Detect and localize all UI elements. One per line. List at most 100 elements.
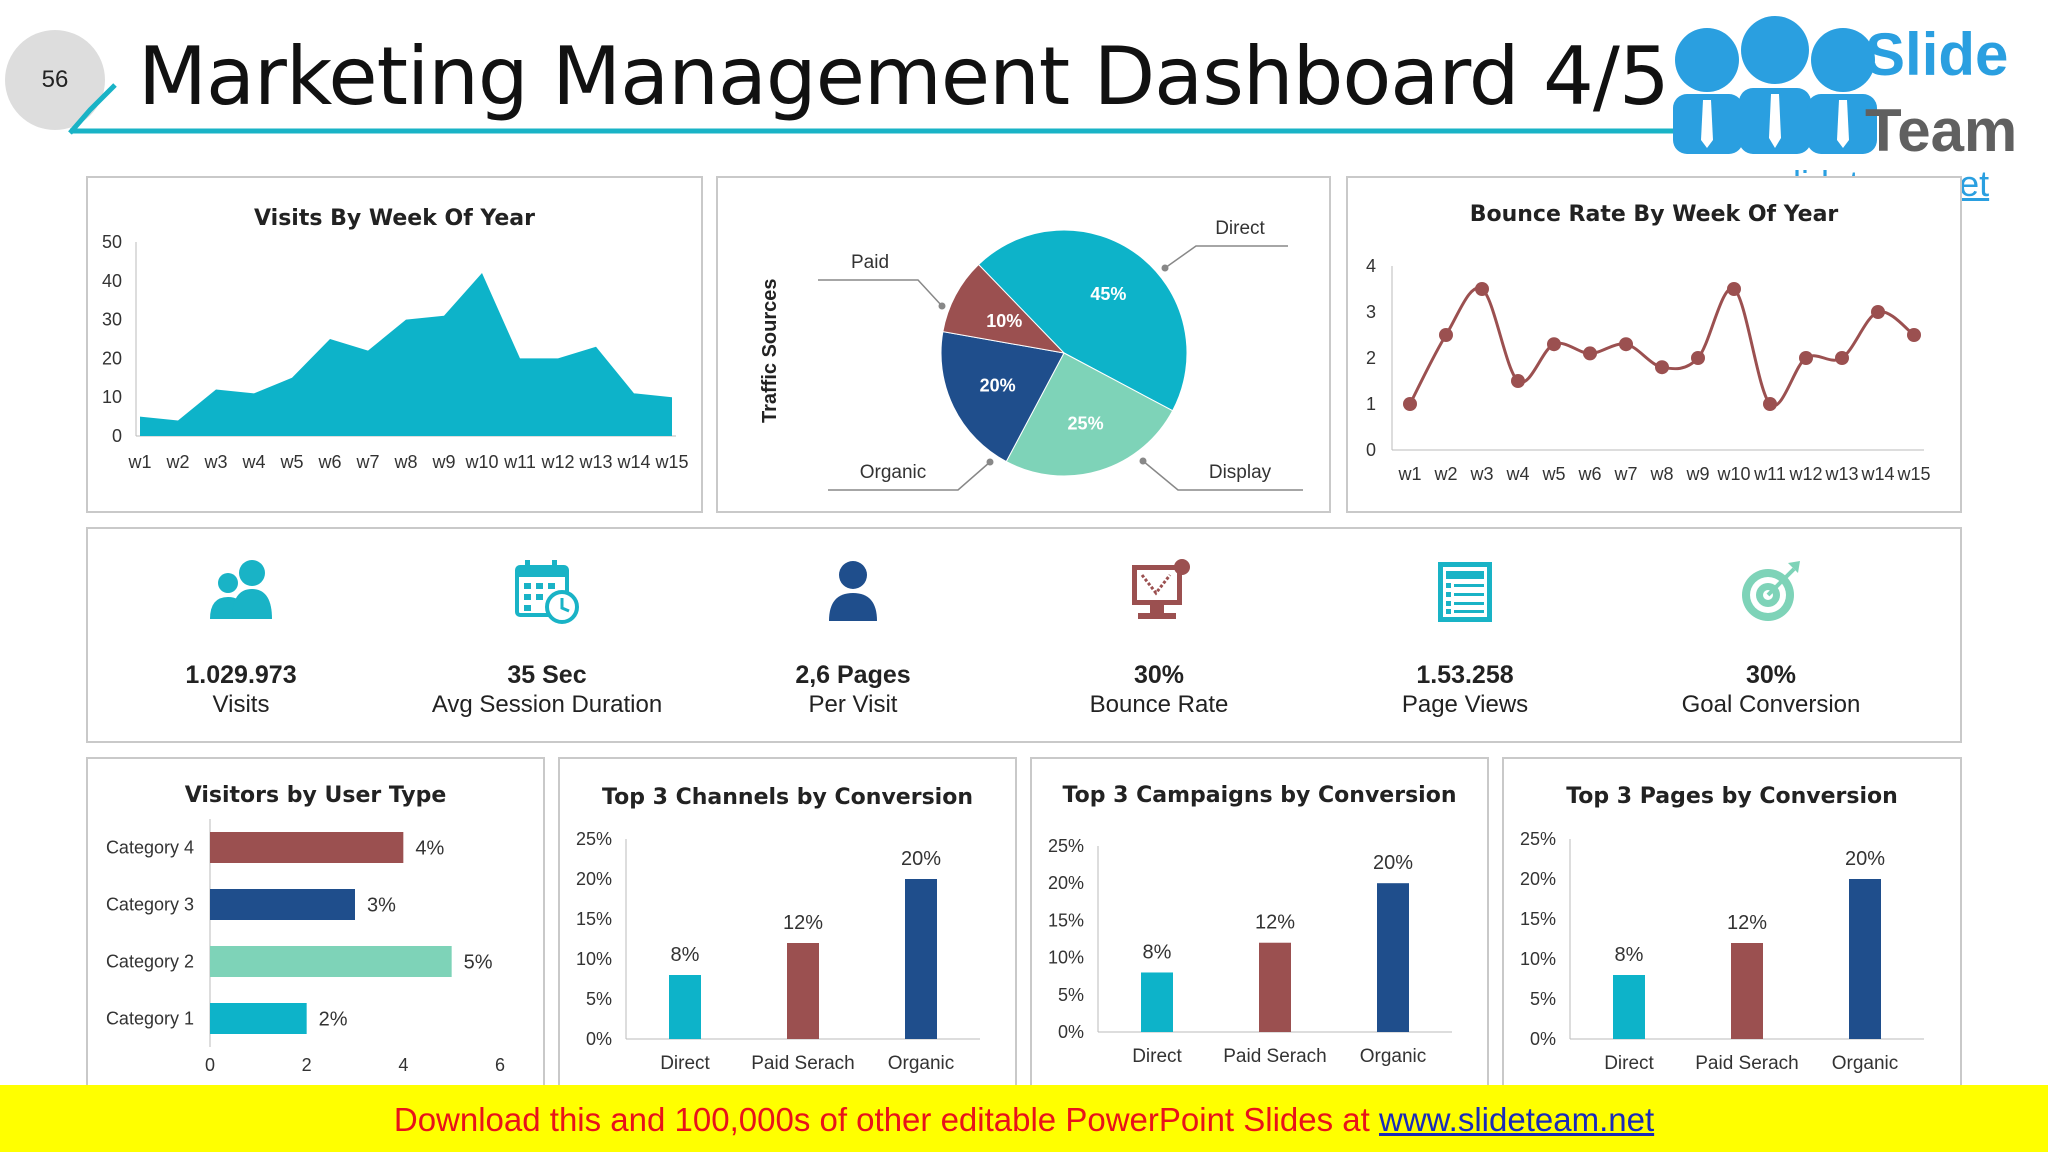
x-tick-label: w9 — [1685, 464, 1709, 484]
x-tick-label: w3 — [1469, 464, 1493, 484]
traffic-sources-panel: 45% Direct 25% Display 20% Organic 10% Paid Traf… — [716, 176, 1331, 513]
banner-url[interactable]: www.slideteam.net — [1379, 1101, 1655, 1138]
pie-leader-dot — [1139, 457, 1147, 465]
x-tick-label: w14 — [1860, 464, 1894, 484]
x-tick-label: w2 — [165, 452, 189, 472]
pie-data-label: 45% — [1090, 284, 1126, 304]
monitor-bounce-icon — [1132, 559, 1190, 619]
pie-slice-paid — [942, 263, 1066, 354]
pie-data-label: 20% — [980, 375, 1016, 395]
pages-bar-chart: 0% 5% 10% 15% 20% 25% 8% Direct 12% Paid Serach 20… — [1520, 829, 1924, 1074]
x-tick-label: w8 — [1649, 464, 1673, 484]
pages-panel: Top 3 Pages by Conversion 0% 5% 10% 15% 20% 2… — [1502, 757, 1962, 1087]
bar-data-label: 8% — [1615, 944, 1644, 966]
bounce-data-point — [1547, 337, 1561, 352]
x-tick-label: w1 — [1397, 464, 1421, 484]
bounce-data-point — [1691, 351, 1705, 365]
kpi-label: Avg Session Duration — [431, 691, 663, 718]
y-tick-label: 0% — [586, 1029, 612, 1049]
pie-slice-direct — [977, 229, 1188, 412]
bar-data-label: 8% — [671, 944, 700, 966]
x-tick-label: w11 — [1753, 464, 1786, 484]
kpi-value: 1.029.973 — [185, 661, 297, 689]
x-tick-label: 6 — [495, 1055, 505, 1075]
bar-data-label: 4% — [415, 838, 444, 860]
channels-bar-chart: 0% 5% 10% 15% 20% 25% 8% Direct 12% Paid Serach 20… — [576, 829, 980, 1074]
x-tick-label: w4 — [1505, 464, 1529, 484]
pie-leader-line — [828, 461, 991, 491]
pages-chart-title: Top 3 Pages by Conversion — [1566, 784, 1898, 809]
slide-number: 56 — [41, 66, 69, 93]
x-tick-label: w7 — [1613, 464, 1637, 484]
pie-leader-dot — [986, 458, 994, 466]
bounce-chart-title: Bounce Rate By Week Of Year — [1469, 202, 1839, 227]
bounce-data-point — [1439, 328, 1453, 342]
x-tick-label: w4 — [241, 452, 265, 472]
y-tick-label: 20% — [1520, 869, 1556, 889]
bar-data-label: 8% — [1143, 941, 1172, 963]
y-category-label: Category 2 — [106, 952, 194, 972]
y-tick-label: 10 — [102, 387, 122, 407]
campaigns-bar-chart: 0% 5% 10% 15% 20% 25% 8% Direct 12% Paid Serach 20… — [1048, 836, 1452, 1067]
kpi-value: 30% — [1745, 661, 1797, 689]
bar — [1259, 942, 1291, 1032]
y-tick-label: 0 — [112, 426, 122, 446]
bounce-line-series — [1408, 286, 1915, 408]
x-tick-label: w3 — [203, 452, 227, 472]
bounce-rate-panel: Bounce Rate By Week Of Year 0 1 2 3 4 w1 w2 w3 w… — [1346, 176, 1962, 513]
slide-number-badge — [5, 30, 105, 130]
bar — [1731, 943, 1763, 1039]
bounce-data-point — [1655, 360, 1669, 375]
target-icon — [1742, 561, 1800, 621]
bounce-data-point — [1403, 397, 1417, 411]
bar — [787, 943, 819, 1039]
x-tick-label: w13 — [1824, 464, 1858, 484]
channels-panel: Top 3 Channels by Conversion 0% 5% 10% 15% 2… — [558, 757, 1017, 1087]
x-tick-label: w10 — [1716, 464, 1750, 484]
y-tick-label: 10% — [1048, 948, 1084, 968]
y-tick-label: 10% — [1520, 949, 1556, 969]
kpi-label: Bounce Rate — [1089, 691, 1229, 718]
bar — [210, 946, 452, 977]
x-category-label: Direct — [660, 1053, 710, 1074]
pie-leader-dot — [938, 302, 946, 310]
bounce-data-point — [1511, 374, 1525, 388]
x-tick-label: w6 — [317, 452, 341, 472]
bar — [210, 832, 404, 863]
kpi-value: 30% — [1133, 661, 1185, 689]
visitors-user-type-panel: Visitors by User Type Category 4 4% Catego… — [86, 757, 545, 1087]
bar-data-label: 3% — [367, 895, 396, 917]
x-category-label: Direct — [1604, 1053, 1654, 1074]
bounce-data-point — [1727, 282, 1741, 296]
x-tick-label: w15 — [1896, 464, 1930, 484]
y-tick-label: 40 — [102, 271, 122, 291]
bar-data-label: 5% — [464, 952, 493, 974]
pie-leader-line — [1164, 245, 1288, 269]
person-icon — [829, 561, 877, 621]
bounce-data-point — [1835, 351, 1849, 365]
x-tick-label: w9 — [431, 452, 455, 472]
y-tick-label: 15% — [1520, 909, 1556, 929]
x-tick-label: w10 — [464, 452, 498, 472]
kpi-value: 2,6 Pages — [795, 661, 911, 689]
bounce-data-point — [1799, 351, 1813, 365]
y-tick-label: 1 — [1366, 394, 1376, 414]
traffic-axis-label: Traffic Sources — [759, 278, 781, 423]
y-tick-label: 25% — [576, 829, 612, 849]
kpi-label: Visits — [212, 691, 270, 718]
x-tick-label: w12 — [1788, 464, 1822, 484]
bar — [1613, 975, 1645, 1039]
pie-category-label: Display — [1209, 462, 1272, 483]
y-tick-label: 4 — [1366, 256, 1376, 276]
x-tick-label: w12 — [540, 452, 574, 472]
pie-leader-dot — [1161, 264, 1169, 272]
y-tick-label: 3 — [1366, 302, 1376, 322]
y-tick-label: 30 — [102, 310, 122, 330]
bar — [1141, 972, 1173, 1032]
bar-data-label: 12% — [783, 912, 823, 934]
calendar-clock-icon — [515, 560, 579, 624]
x-tick-label: 2 — [302, 1055, 312, 1075]
download-banner[interactable]: Download this and 100,000s of other edit… — [0, 1085, 2048, 1152]
y-tick-label: 5% — [586, 989, 612, 1009]
